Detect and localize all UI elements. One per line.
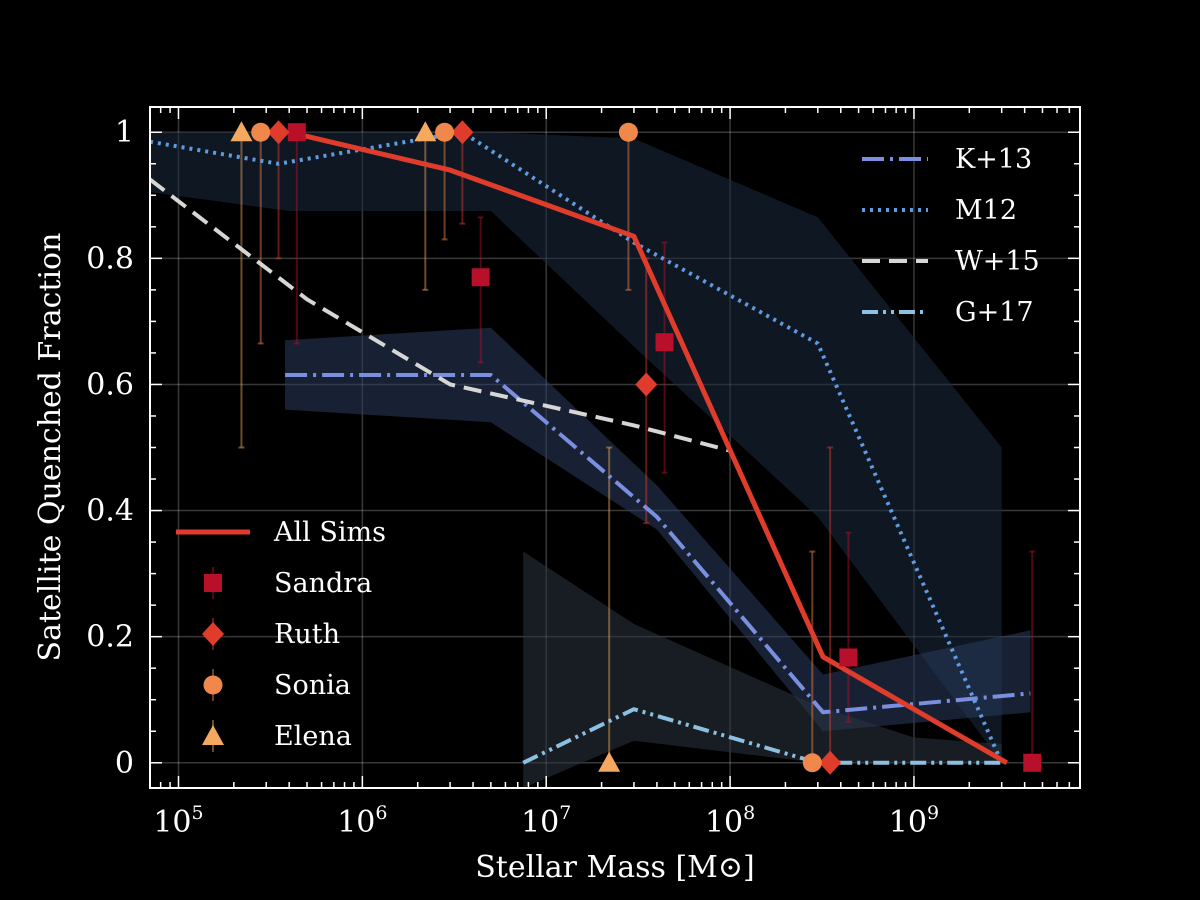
legend-item-w-15: W+15 — [862, 246, 1040, 277]
x-tick-label: 106 — [337, 802, 387, 840]
series-line-k-13 — [285, 373, 1031, 715]
band-1 — [150, 132, 1002, 763]
x-tick-exponent: 8 — [743, 802, 755, 824]
series-line-w-15 — [150, 177, 731, 453]
legend-label: Elena — [274, 721, 352, 752]
series-lines — [150, 129, 1031, 765]
legend-label: Sandra — [274, 568, 372, 599]
y-tick-label: 0.4 — [86, 494, 134, 529]
legend-item-g-17: G+17 — [862, 297, 1034, 328]
sim-markers — [230, 120, 1042, 775]
x-tick-base: 10 — [889, 805, 927, 840]
legend-marker — [203, 675, 223, 695]
x-tick-exponent: 5 — [192, 802, 204, 824]
legend-label: K+13 — [955, 144, 1032, 175]
legend-item-elena: Elena — [202, 720, 352, 752]
legend-label: M12 — [955, 195, 1017, 226]
marker-elena — [230, 121, 253, 142]
marker-ruth — [451, 120, 474, 145]
x-tick-exponent: 6 — [375, 802, 387, 824]
x-tick-base: 10 — [337, 805, 375, 840]
marker-sonia — [251, 122, 271, 142]
x-tick-label: 108 — [705, 802, 755, 840]
marker-sonia — [802, 753, 822, 773]
marker-elena — [598, 751, 621, 772]
legend-item-ruth: Ruth — [202, 618, 340, 650]
legend-label: W+15 — [955, 246, 1040, 277]
series-line-m12 — [150, 130, 1004, 764]
marker-sonia — [618, 122, 638, 142]
marker-sandra — [287, 123, 306, 142]
legend-item-all-sims: All Sims — [176, 517, 386, 548]
marker-sandra — [655, 333, 674, 352]
x-tick-exponent: 7 — [559, 802, 571, 824]
y-tick-label: 0.8 — [86, 241, 134, 276]
y-tick-label: 0.6 — [86, 367, 134, 402]
y-tick-label: 1 — [115, 115, 134, 150]
x-tick-label: 109 — [889, 802, 939, 840]
x-tick-base: 10 — [521, 805, 559, 840]
uncertainty-bands — [150, 132, 1031, 788]
legend-item-m12: M12 — [862, 195, 1017, 226]
legend-marker — [202, 725, 224, 745]
marker-ruth — [635, 372, 658, 397]
legend-marker — [204, 574, 222, 592]
legend-label: G+17 — [955, 297, 1034, 328]
series-line-all-sims — [288, 129, 1009, 765]
legend-upper-right: K+13 M12 W+15 G+17 — [862, 144, 1040, 328]
x-tick-exponent: 9 — [927, 802, 939, 824]
y-tick-label: 0 — [115, 746, 134, 781]
legend-label: All Sims — [273, 517, 386, 548]
legend-item-sonia: Sonia — [203, 669, 351, 701]
legend-marker — [202, 622, 224, 646]
band-2 — [285, 327, 1031, 732]
marker-elena — [414, 121, 437, 142]
marker-sandra — [1023, 753, 1042, 772]
x-tick-label: 105 — [153, 802, 203, 840]
legend-label: Ruth — [274, 619, 340, 650]
marker-ruth — [267, 120, 290, 145]
band-3 — [523, 551, 1002, 788]
marker-sonia — [435, 122, 455, 142]
marker-ruth — [819, 750, 842, 775]
marker-sandra — [471, 268, 490, 287]
x-tick-base: 10 — [705, 805, 743, 840]
legend-label: Sonia — [274, 670, 351, 701]
legend-lower-left: All Sims Sandra Ruth Sonia Elena — [176, 517, 386, 752]
legend-item-sandra: Sandra — [204, 567, 372, 599]
marker-sandra — [839, 648, 858, 667]
x-tick-base: 10 — [153, 805, 191, 840]
axis-ticks — [149, 107, 1081, 788]
y-axis-label: Satellite Quenched Fraction — [33, 233, 68, 662]
legend-item-k-13: K+13 — [862, 144, 1032, 175]
x-tick-label: 107 — [521, 802, 571, 840]
y-tick-label: 0.2 — [86, 620, 134, 655]
x-axis-label: Stellar Mass [M⊙] — [475, 850, 755, 885]
